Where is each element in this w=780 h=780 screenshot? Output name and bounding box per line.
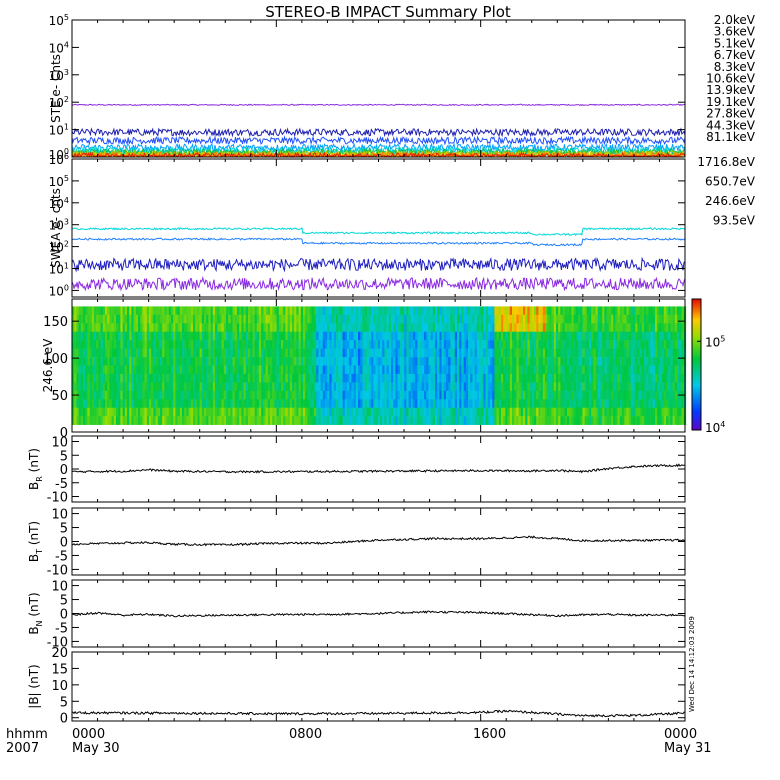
x-ticks-panel-1 — [71, 159, 686, 297]
y-tick-label: -10 — [47, 491, 68, 506]
y-axis-title: BN (nT) — [27, 592, 44, 634]
series-line-2.0keV — [71, 103, 686, 107]
x-ticks-panel-4 — [71, 508, 686, 575]
y-tick-label: 50 — [51, 389, 68, 404]
y-tick-label: 10 — [51, 580, 68, 595]
y-tick-label: -5 — [55, 621, 68, 636]
x-ticks-panel-0 — [71, 20, 686, 157]
y-tick-label: -10 — [47, 563, 68, 578]
series-line-246.6eV — [71, 237, 686, 247]
y-tick-label: 5 — [60, 695, 68, 710]
legend-19.1keV: 19.1keV — [706, 95, 756, 109]
x-tick-label-0: 0000 — [72, 727, 105, 742]
y-tick-label: 5 — [60, 594, 68, 609]
y-tick-label: 0 — [60, 608, 68, 623]
y-tick-label: 0 — [60, 426, 68, 441]
y-tick-label: 106 — [49, 152, 69, 167]
x-row2-label: 2007 — [6, 741, 39, 756]
colorbar-tick-label: 104 — [705, 420, 725, 435]
y-tick-label: 0 — [60, 463, 68, 478]
legend-13.9keV: 13.9keV — [706, 83, 756, 97]
y-tick-label: 104 — [49, 196, 69, 211]
colorbar: 104 105 — [691, 298, 725, 435]
y-tick-label: 100 — [43, 352, 68, 367]
y-tick-label: -5 — [55, 477, 68, 492]
legend-44.3keV: 44.3keV — [706, 118, 756, 132]
legend-6.7keV: 6.7keV — [714, 48, 756, 62]
y-tick-label: 5 — [60, 449, 68, 464]
legend-246.6eV: 246.6eV — [705, 194, 756, 208]
y-tick-label: 5 — [60, 522, 68, 537]
y-tick-label: 101 — [49, 123, 69, 138]
x-tick-label-3: 0000 — [664, 727, 697, 742]
legend-10.6keV: 10.6keV — [706, 72, 756, 86]
y-tick-label: 10 — [51, 436, 68, 451]
y-tick-label: 103 — [49, 218, 69, 233]
y-tick-label: 0 — [60, 536, 68, 551]
y-tick-label: 104 — [49, 40, 69, 55]
x-date-right: May 31 — [664, 741, 712, 756]
series-line-1716.8eV — [71, 276, 686, 292]
field-line — [71, 535, 686, 547]
legend-81.1keV: 81.1keV — [706, 130, 756, 144]
y-axis-title: BR (nT) — [27, 448, 44, 490]
y-tick-label: 10 — [51, 679, 68, 694]
legend-27.8keV: 27.8keV — [706, 107, 756, 121]
y-tick-label: 105 — [49, 174, 69, 189]
y-axis-title: |B| (nT) — [27, 664, 41, 708]
series-line-3.6keV — [71, 127, 686, 138]
plot-title: STEREO-B IMPACT Summary Plot — [265, 3, 511, 21]
y-tick-label: 100 — [49, 147, 69, 162]
y-tick-label: 103 — [49, 68, 69, 83]
y-axis-title: BT (nT) — [27, 521, 44, 562]
generation-stamp: Wed Dec 14 14:12:03 2009 — [688, 616, 696, 712]
y-tick-label: 101 — [49, 262, 69, 277]
y-tick-label: 102 — [49, 95, 69, 110]
panel-pitch-angle: 0 50 100 150 — [43, 298, 687, 441]
y-axis-title: STE e- Cnts — [49, 54, 63, 123]
legend-650.7eV: 650.7eV — [705, 175, 756, 189]
x-ticks-panel-5 — [71, 580, 686, 647]
y-tick-label: 0 — [60, 712, 68, 727]
x-row1-label: hhmm — [6, 727, 48, 742]
x-date-left: May 30 — [72, 741, 120, 756]
x-tick-label-1: 0800 — [289, 727, 322, 742]
series-line-93.5eV — [71, 227, 686, 237]
legend-5.1keV: 5.1keV — [714, 36, 756, 50]
y-axis-title: SWEA e- cnts — [49, 188, 63, 268]
y-axis-title: 246.6 eV — [41, 338, 55, 393]
y-tick-label: 100 — [49, 283, 69, 298]
legend-93.5eV: 93.5eV — [713, 214, 756, 228]
legend-2.0keV: 2.0keV — [714, 13, 756, 27]
y-tick-label: 105 — [49, 13, 69, 28]
field-line — [71, 610, 686, 618]
y-tick-label: 20 — [51, 646, 68, 661]
series-line-5.1keV — [71, 135, 686, 146]
colorbar-tick-label: 105 — [705, 334, 725, 349]
field-line — [71, 463, 685, 474]
panel-swea: 1716.8eV 650.7eV 246.6eV 93.5eV 100 101 102 103… — [49, 152, 756, 298]
panel-ste: 2.0keV3.6keV5.1keV6.7keV8.3keV10.6keV13.… — [49, 13, 756, 162]
series-line-650.7eV — [71, 256, 686, 273]
y-tick-label: -10 — [47, 635, 68, 650]
x-ticks-panel-3 — [71, 436, 686, 502]
y-tick-label: 102 — [49, 240, 69, 255]
field-line — [71, 709, 686, 718]
y-tick-label: -5 — [55, 549, 68, 564]
y-tick-label: 150 — [43, 315, 68, 330]
x-tick-label-2: 1600 — [473, 727, 506, 742]
y-tick-label: 10 — [51, 508, 68, 523]
legend-3.6keV: 3.6keV — [714, 25, 756, 39]
x-ticks-panel-2 — [71, 299, 686, 432]
x-ticks-panel-6 — [71, 652, 686, 721]
legend-8.3keV: 8.3keV — [714, 60, 756, 74]
legend-1716.8eV: 1716.8eV — [697, 155, 755, 169]
y-tick-label: 15 — [51, 662, 68, 677]
